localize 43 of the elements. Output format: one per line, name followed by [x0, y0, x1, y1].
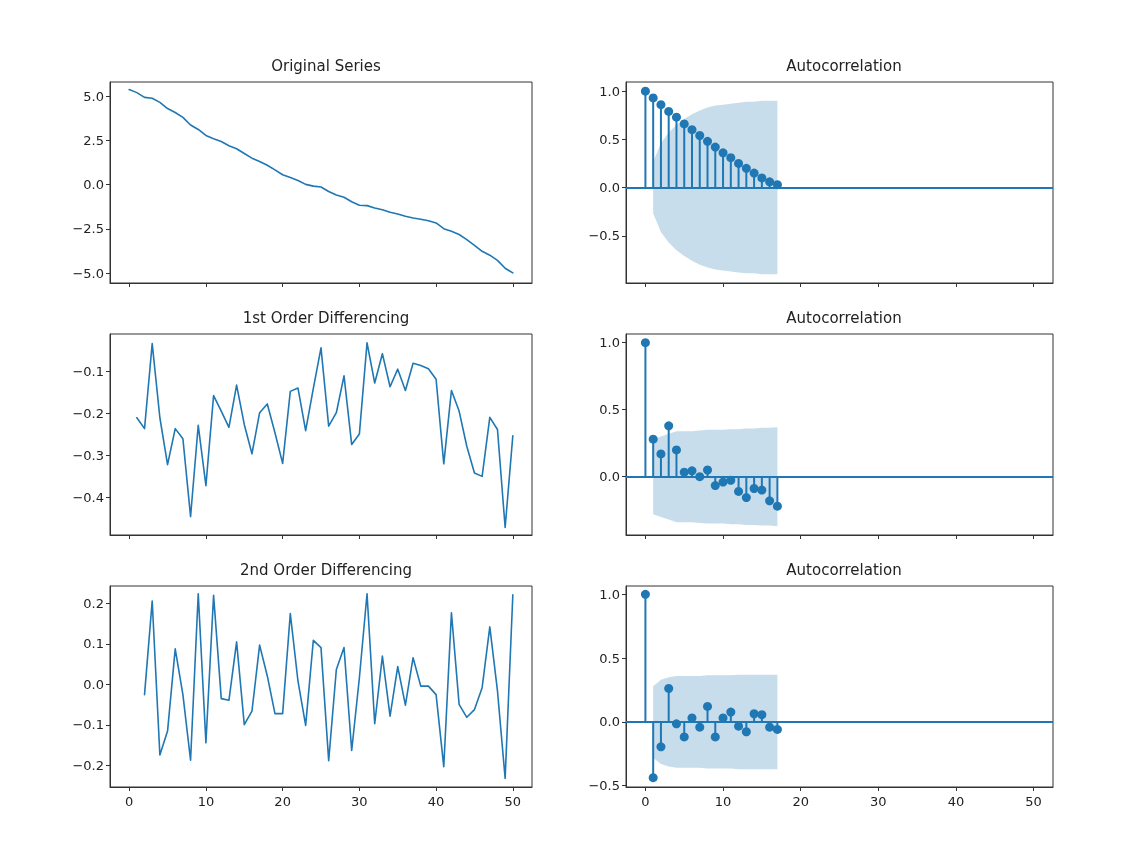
y-tick-label: −0.5 — [588, 228, 620, 244]
y-tick-label: 5.0 — [83, 88, 104, 104]
y-tick-label: −0.5 — [588, 778, 620, 794]
y-tick-label: 0.0 — [83, 676, 104, 692]
x-tick-label: 50 — [504, 794, 522, 809]
y-tick-label: 0.5 — [599, 650, 620, 666]
y-tick-label: −0.4 — [72, 489, 104, 505]
y-tick-label: 0.5 — [599, 402, 620, 418]
y-tick-label: 0.0 — [599, 714, 620, 730]
y-tick-label: 0.0 — [599, 180, 620, 196]
x-tick-label: 20 — [792, 794, 809, 809]
y-tick-label: −0.1 — [72, 717, 104, 733]
chart-title: Autocorrelation — [786, 56, 902, 75]
x-tick-label: 50 — [1025, 794, 1042, 809]
chart-title: Autocorrelation — [786, 560, 902, 579]
y-tick-label: 0.0 — [83, 177, 104, 193]
y-tick-label: 0.0 — [599, 469, 620, 485]
y-tick-label: 2.5 — [83, 132, 104, 148]
y-tick-label: 1.0 — [599, 83, 620, 99]
x-tick-label: 20 — [274, 794, 291, 809]
x-tick-label: 10 — [197, 794, 215, 809]
chart-title: 1st Order Differencing — [242, 308, 410, 327]
y-tick-label: −0.1 — [72, 364, 104, 380]
x-tick-label: 10 — [714, 794, 732, 809]
x-tick-label: 40 — [427, 794, 445, 809]
y-tick-label: −0.3 — [72, 447, 104, 463]
x-tick-label: 40 — [947, 794, 965, 809]
chart-title: Autocorrelation — [786, 308, 902, 327]
y-tick-label: −0.2 — [72, 758, 104, 774]
x-tick-label: 0 — [641, 794, 650, 809]
y-tick-label: 1.0 — [599, 586, 620, 602]
x-tick-label: 30 — [870, 794, 887, 809]
x-tick-label: 30 — [351, 794, 368, 809]
y-tick-label: 0.5 — [599, 131, 620, 147]
y-tick-label: −0.2 — [72, 406, 104, 422]
x-tick-label: 0 — [125, 794, 134, 809]
chart-title: Original Series — [271, 56, 381, 75]
y-tick-label: −2.5 — [72, 221, 104, 237]
y-tick-label: 0.1 — [83, 636, 104, 652]
y-tick-label: 0.2 — [83, 595, 104, 611]
y-tick-label: 1.0 — [599, 335, 620, 351]
chart-title: 2nd Order Differencing — [239, 560, 413, 579]
y-tick-label: −5.0 — [72, 265, 104, 281]
